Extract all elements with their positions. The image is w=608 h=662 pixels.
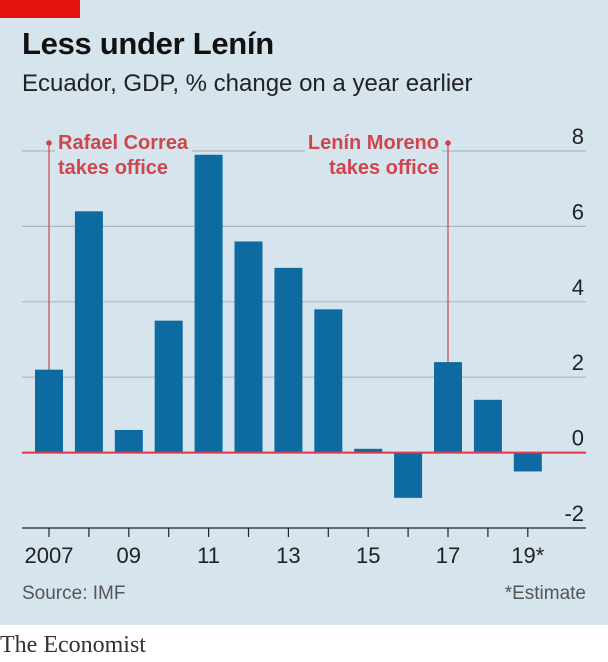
bar-2008 <box>74 211 103 453</box>
chart-title: Less under Lenín <box>22 26 274 61</box>
bar-2018 <box>473 399 502 453</box>
x-tick-label: 19* <box>511 543 544 568</box>
annotation-label-bg <box>55 156 172 180</box>
bar-chart: -2 0 2 4 6 8 2007 09 11 13 15 17 19* Rafael Correa tak… <box>22 124 586 568</box>
x-tick-label: 09 <box>117 543 141 568</box>
annotation-dot <box>445 140 451 146</box>
annotation-label-bg <box>304 131 442 155</box>
annotation-label-bg <box>325 156 442 180</box>
annotation-label: takes office <box>58 157 168 179</box>
estimate-footnote: *Estimate <box>504 583 586 604</box>
annotation-label: takes office <box>329 157 439 179</box>
bar-2019 <box>513 452 542 472</box>
annotation-label: Lenín Moreno <box>308 132 439 154</box>
x-tick-label: 2007 <box>25 543 74 568</box>
y-tick-label: 4 <box>572 275 584 300</box>
y-tick-label: 2 <box>572 350 584 375</box>
bar-2009 <box>114 429 143 453</box>
bar-2017 <box>434 362 462 453</box>
bar-2007 <box>35 369 63 453</box>
x-tick-label: 15 <box>356 543 380 568</box>
economist-logo: The Economist <box>0 632 146 658</box>
annotation-label-bg <box>55 131 192 155</box>
bar-2016 <box>394 452 423 498</box>
y-tick-label: 8 <box>572 124 584 149</box>
x-tick-label: 11 <box>197 543 220 568</box>
x-tick-label: 13 <box>276 543 300 568</box>
y-tick-label: -2 <box>564 501 584 526</box>
bar-2015 <box>354 448 383 453</box>
source-note: Source: IMF <box>22 583 126 604</box>
y-tick-label: 0 <box>572 426 584 451</box>
bar-2014 <box>314 309 343 453</box>
bar-2013 <box>274 267 303 453</box>
annotation-dot <box>46 140 52 146</box>
bar-2010 <box>154 320 183 453</box>
chart-subtitle: Ecuador, GDP, % change on a year earlier <box>22 70 473 97</box>
x-tick-label: 17 <box>436 543 460 568</box>
annotation-label: Rafael Correa <box>58 132 189 154</box>
bar-2011 <box>194 154 223 453</box>
bar-2012 <box>234 241 263 453</box>
brand-red-tag <box>0 0 80 18</box>
y-tick-label: 6 <box>572 199 584 224</box>
